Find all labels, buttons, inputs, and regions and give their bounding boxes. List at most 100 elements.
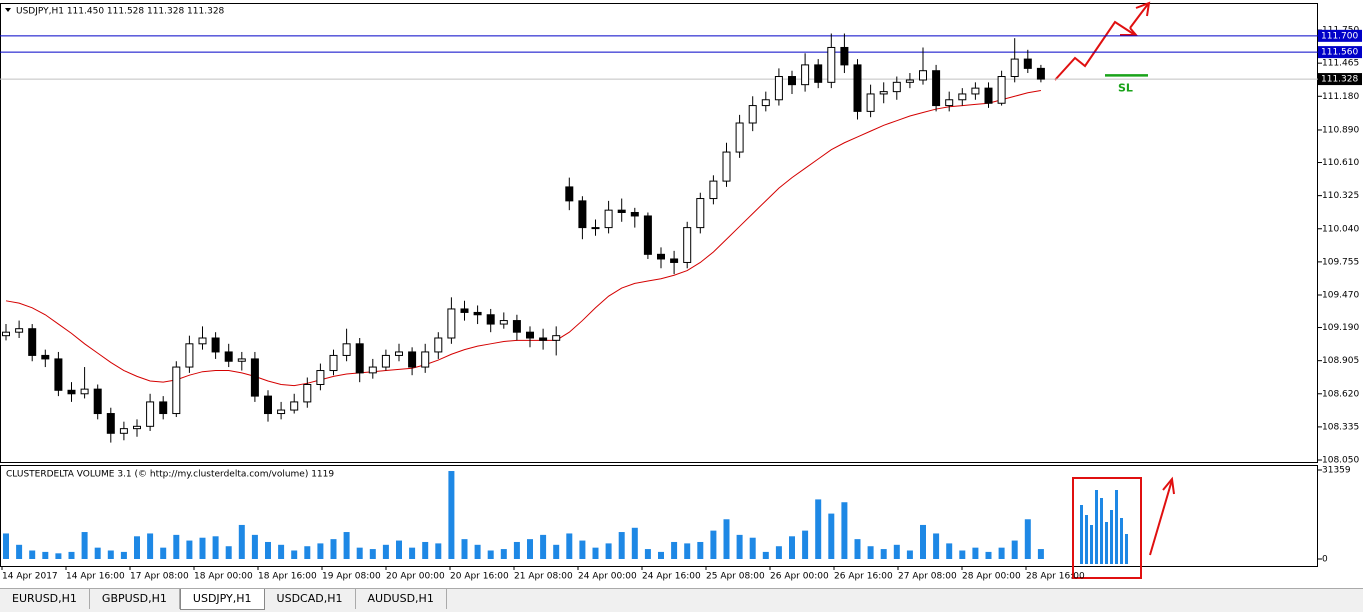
y-tick-label: 108.050 [1322,456,1359,466]
candle-body [604,209,613,229]
volume-bar [579,540,586,559]
projected-bar [1115,490,1118,564]
volume-bar [369,549,376,559]
symbol-tab[interactable]: EURUSD,H1 [0,589,90,609]
x-tick-label: 19 Apr 08:00 [322,572,381,582]
y-tick-label: 31359 [1322,466,1351,476]
candle-body [670,258,679,263]
volume-frame [0,465,1318,567]
y-tick-label: 110.325 [1322,191,1359,201]
volume-bar [631,527,638,559]
x-tick-label: 25 Apr 08:00 [706,572,765,582]
candle-body [250,358,259,397]
projected-bar [1095,490,1098,564]
symbol-tab[interactable]: AUDUSD,H1 [356,589,447,609]
symbol-tab[interactable]: USDCAD,H1 [265,589,356,609]
candle-body [840,46,849,66]
candle-body [329,354,338,372]
projected-bar [1125,534,1128,564]
candle-body [447,308,456,339]
candle-body [853,64,862,112]
volume-bar [500,549,507,559]
volume-bar [278,544,285,559]
volume-bar [959,550,966,559]
candle-body [512,320,521,333]
volume-bar [396,540,402,559]
candle-body [368,366,377,374]
candle-body [539,337,548,341]
candle-body [119,428,128,434]
candle-body [827,46,836,83]
candle-body [41,354,50,360]
volume-bar [81,532,88,559]
y-tick-label: 110.890 [1322,125,1359,135]
candle-body [657,253,665,260]
candle-body [172,366,181,415]
candle-body [761,99,770,107]
candle-body [106,413,115,434]
volume-bar [330,539,337,559]
volume-bar [487,550,494,559]
level-box [1318,46,1362,59]
volume-bar [513,541,520,559]
volume-bar [789,536,795,559]
candle-body [919,70,927,81]
candle-body [932,70,941,107]
volume-arrow [1149,479,1173,556]
volume-bar [841,502,848,559]
candle-body [28,328,37,356]
volume-bar [343,532,350,559]
volume-bar [304,546,311,559]
candle-body [643,215,652,255]
y-tick-label: 111.180 [1322,92,1359,102]
x-tick-label: 21 Apr 08:00 [514,572,573,582]
candle-body [54,358,63,391]
candle-body [224,351,233,362]
projected-bar [1100,498,1103,564]
volume-bar [265,541,271,559]
candle-body [499,320,508,325]
symbol-tab[interactable]: GBPUSD,H1 [90,589,180,609]
volume-bar [16,544,23,559]
volume-bar [644,549,651,559]
projected-bar [1110,510,1113,564]
y-tick-label: 110.610 [1322,158,1359,168]
candle-body [997,76,1006,104]
candle-body [774,76,783,101]
volume-bar [906,550,913,559]
sl-label: SL [1118,81,1133,94]
arrow-head [1120,27,1139,36]
volume-bar [736,534,743,559]
volume-bar [710,530,717,559]
x-tick-label: 14 Apr 16:00 [66,572,125,582]
candle-body [316,370,325,385]
volume-bar [356,547,363,559]
volume-title: CLUSTERDELTA VOLUME 3.1 (© http://my.clu… [6,470,334,480]
y-tick-label: 111.465 [1322,59,1359,69]
candle-body [159,401,168,415]
y-tick-label: 0 [1322,555,1328,565]
candle-body [486,314,495,325]
volume-bar [317,543,324,559]
projection-arrow [1129,3,1149,29]
candle-body [355,343,364,374]
volume-bar [762,551,769,559]
candle-body [945,99,954,107]
candle-body [591,227,600,230]
candle-body [2,331,10,337]
candle-body [879,91,888,95]
symbol-tab[interactable]: USDJPY,H1 [179,589,265,610]
x-tick-label: 24 Apr 16:00 [642,572,701,582]
candle-body [395,351,403,356]
candle-body [211,337,220,353]
candle-body [198,337,207,345]
level-label: 111.328 [1321,75,1358,85]
volume-bar [815,499,822,559]
volume-bar [1011,540,1018,559]
volume-bar [618,532,625,559]
candle-body [748,105,757,124]
arrow-head [1135,1,1151,17]
volume-bar [461,539,468,559]
candle-body [1036,67,1045,80]
